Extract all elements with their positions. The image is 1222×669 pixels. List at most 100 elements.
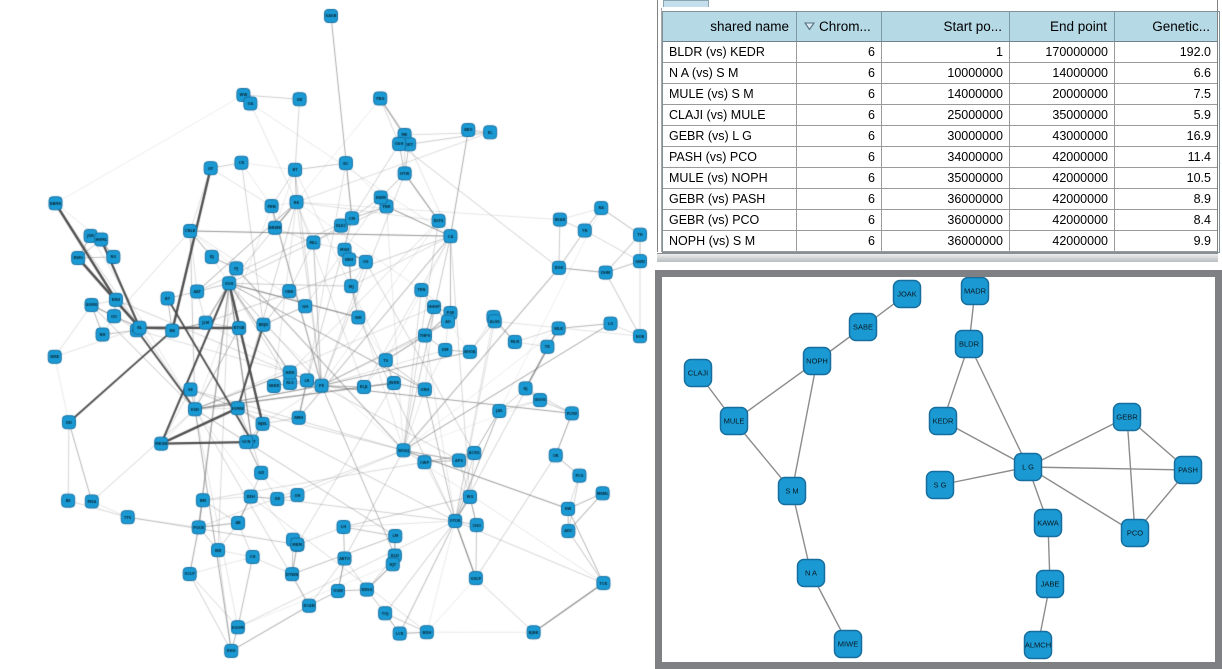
table-cell[interactable]: 36000000 [882,189,1010,210]
node-shape[interactable] [1013,452,1043,482]
node-shape[interactable] [683,358,713,388]
table-cell[interactable]: N A (vs) S M [663,63,797,84]
table-cell[interactable]: 6 [797,147,882,168]
network-edge-LG-GEBR[interactable] [1027,416,1128,468]
table-bottom-scrollbar[interactable] [657,253,1218,262]
table-cell[interactable]: 14000000 [1010,63,1115,84]
node-shape[interactable] [802,346,832,376]
network-node-NA[interactable]: N A [796,558,826,588]
table-cell[interactable]: 42000000 [1010,168,1115,189]
network-node-GEBR[interactable]: GEBR [1112,402,1142,432]
network-node-JABE[interactable]: JABE [1035,569,1065,599]
network-node-NOPH[interactable]: NOPH [802,346,832,376]
table-cell[interactable]: 8.4 [1115,210,1217,231]
node-shape[interactable] [954,329,984,359]
table-cell[interactable]: 6.6 [1115,63,1217,84]
table-cell[interactable]: 5.9 [1115,105,1217,126]
network-edge-NOPH-SM[interactable] [791,360,818,492]
table-cell[interactable]: 1 [882,42,1010,63]
network-node-LG[interactable]: L G [1013,452,1043,482]
table-cell[interactable]: 16.9 [1115,126,1217,147]
table-cell[interactable]: 10000000 [882,63,1010,84]
network-node-PASH[interactable]: PASH [1173,455,1203,485]
network-edge-LG-PASH[interactable] [1027,466,1189,471]
network-node-SM[interactable]: S M [777,476,807,506]
network-edge-NOPH-MULE[interactable] [733,360,818,422]
table-cell[interactable]: 34000000 [882,147,1010,168]
table-cell[interactable]: 9.9 [1115,231,1217,252]
network-node-KEDR[interactable]: KEDR [928,406,958,436]
node-shape[interactable] [796,558,826,588]
table-cell[interactable]: 11.4 [1115,147,1217,168]
node-shape[interactable] [960,277,990,306]
table-cell[interactable]: 6 [797,63,882,84]
table-cell[interactable]: 6 [797,210,882,231]
network-edge-GEBR-PCO[interactable] [1126,416,1136,534]
node-shape[interactable] [833,629,863,659]
table-cell[interactable]: PASH (vs) PCO [663,147,797,168]
table-cell[interactable]: 42000000 [1010,210,1115,231]
table-tab-fragment[interactable] [663,0,709,7]
network-node-BLDR[interactable]: BLDR [954,329,984,359]
network-node-CLAJI[interactable]: CLAJI [683,358,713,388]
table-cell[interactable]: 30000000 [882,126,1010,147]
filter-funnel-icon[interactable] [804,22,815,31]
table-cell[interactable]: 6 [797,126,882,147]
table-cell[interactable]: 170000000 [1010,42,1115,63]
table-cell[interactable]: 6 [797,189,882,210]
table-cell[interactable]: 36000000 [882,210,1010,231]
network-node-JOAK[interactable]: JOAK [892,279,922,309]
table-cell[interactable]: GEBR (vs) PCO [663,210,797,231]
column-header-shared-name[interactable]: shared name [663,12,797,42]
table-cell[interactable]: 8.9 [1115,189,1217,210]
network-node-SG[interactable]: S G [925,470,955,500]
table-cell[interactable]: 42000000 [1010,189,1115,210]
column-header-end-point[interactable]: End point [1010,12,1115,42]
network-edge-BLDR-LG[interactable] [968,343,1029,468]
network-node-MIWE[interactable]: MIWE [833,629,863,659]
node-shape[interactable] [777,476,807,506]
table-cell[interactable]: 6 [797,84,882,105]
network-node-PCO[interactable]: PCO [1120,518,1150,548]
node-shape[interactable] [719,406,749,436]
network-node-MULE[interactable]: MULE [719,406,749,436]
network-node-ALMCH[interactable]: ALMCH [1023,630,1053,660]
network-edge-SG-LG[interactable] [939,466,1029,486]
node-shape[interactable] [1173,455,1203,485]
table-cell[interactable]: MULE (vs) NOPH [663,168,797,189]
small-network-svg[interactable]: JOAK MADR SABE BLDR NOPH CLAJI GEBR MULE KEDR L G… [662,277,1215,662]
table-cell[interactable]: 6 [797,105,882,126]
table-cell[interactable]: 42000000 [1010,231,1115,252]
table-cell[interactable]: 14000000 [882,84,1010,105]
table-cell[interactable]: 20000000 [1010,84,1115,105]
table-cell[interactable]: NOPH (vs) S M [663,231,797,252]
table-cell[interactable]: CLAJI (vs) MULE [663,105,797,126]
column-header-chrom[interactable]: Chrom... [797,12,882,42]
table-cell[interactable]: MULE (vs) S M [663,84,797,105]
node-shape[interactable] [892,279,922,309]
table-cell[interactable]: 25000000 [882,105,1010,126]
node-shape[interactable] [1112,402,1142,432]
network-view-canvas[interactable]: JOAK MADR SABE BLDR NOPH CLAJI GEBR MULE KEDR L G… [662,277,1215,662]
node-shape[interactable] [925,470,955,500]
network-node-MADR[interactable]: MADR [960,277,990,306]
network-node-KAWA[interactable]: KAWA [1033,508,1063,538]
node-shape[interactable] [928,406,958,436]
table-cell[interactable]: 43000000 [1010,126,1115,147]
dense-network-canvas[interactable] [0,0,655,669]
table-cell[interactable]: 35000000 [1010,105,1115,126]
column-header-genetic[interactable]: Genetic... [1115,12,1217,42]
table-cell[interactable]: 7.5 [1115,84,1217,105]
table-cell[interactable]: 6 [797,42,882,63]
table-cell[interactable]: 192.0 [1115,42,1217,63]
network-edge-LG-PCO[interactable] [1027,466,1136,534]
table-cell[interactable]: BLDR (vs) KEDR [663,42,797,63]
node-shape[interactable] [1033,508,1063,538]
table-cell[interactable]: 6 [797,231,882,252]
node-shape[interactable] [1035,569,1065,599]
table-cell[interactable]: 6 [797,168,882,189]
table-cell[interactable]: 35000000 [882,168,1010,189]
table-cell[interactable]: GEBR (vs) PASH [663,189,797,210]
table-cell[interactable]: 10.5 [1115,168,1217,189]
table-cell[interactable]: 36000000 [882,231,1010,252]
